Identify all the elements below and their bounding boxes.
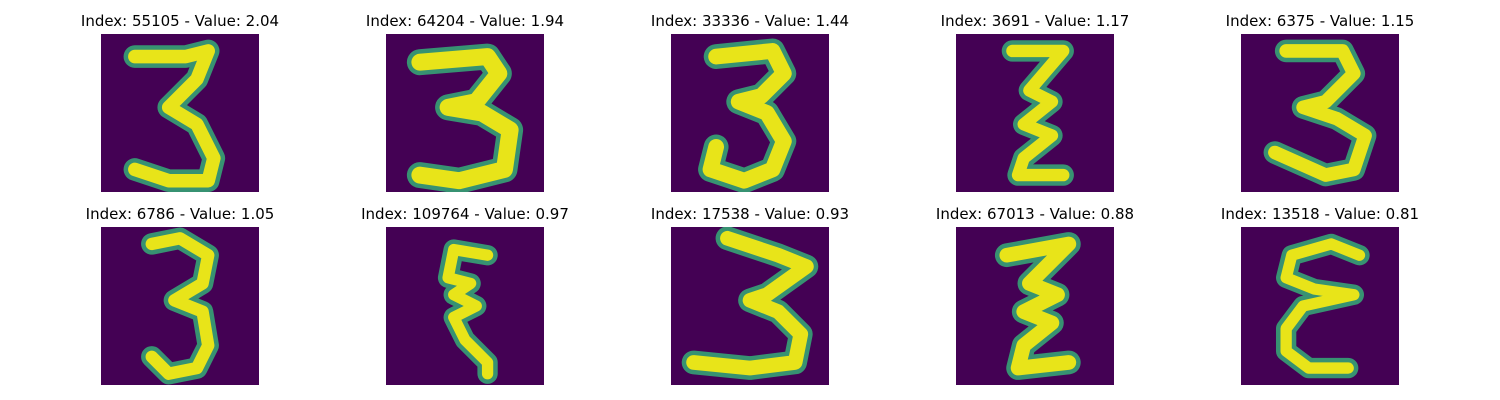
panel-title: Index: 6375 - Value: 1.15 bbox=[1225, 12, 1415, 30]
panel-title: Index: 17538 - Value: 0.93 bbox=[650, 205, 850, 223]
panel-2: Index: 64204 - Value: 1.94 bbox=[325, 12, 605, 192]
digit-image bbox=[101, 34, 259, 192]
digit-image bbox=[1241, 34, 1399, 192]
panel-title: Index: 3691 - Value: 1.17 bbox=[940, 12, 1130, 30]
panel-title: Index: 64204 - Value: 1.94 bbox=[365, 12, 565, 30]
panel-title: Index: 13518 - Value: 0.81 bbox=[1220, 205, 1420, 223]
panel-1: Index: 55105 - Value: 2.04 bbox=[40, 12, 320, 192]
digit-image bbox=[671, 227, 829, 385]
panel-title: Index: 109764 - Value: 0.97 bbox=[361, 205, 569, 223]
panel-title: Index: 33336 - Value: 1.44 bbox=[650, 12, 850, 30]
digit-image bbox=[956, 227, 1114, 385]
panel-7: Index: 109764 - Value: 0.97 bbox=[325, 205, 605, 385]
panel-9: Index: 67013 - Value: 0.88 bbox=[895, 205, 1175, 385]
digit-image bbox=[671, 34, 829, 192]
panel-10: Index: 13518 - Value: 0.81 bbox=[1180, 205, 1460, 385]
panel-5: Index: 6375 - Value: 1.15 bbox=[1180, 12, 1460, 192]
digit-image bbox=[1241, 227, 1399, 385]
digit-image bbox=[386, 34, 544, 192]
panel-8: Index: 17538 - Value: 0.93 bbox=[610, 205, 890, 385]
panel-title: Index: 6786 - Value: 1.05 bbox=[85, 205, 275, 223]
digit-image bbox=[101, 227, 259, 385]
digit-image bbox=[956, 34, 1114, 192]
digit-image bbox=[386, 227, 544, 385]
panel-title: Index: 55105 - Value: 2.04 bbox=[80, 12, 280, 30]
panel-4: Index: 3691 - Value: 1.17 bbox=[895, 12, 1175, 192]
panel-3: Index: 33336 - Value: 1.44 bbox=[610, 12, 890, 192]
panel-6: Index: 6786 - Value: 1.05 bbox=[40, 205, 320, 385]
panel-title: Index: 67013 - Value: 0.88 bbox=[935, 205, 1135, 223]
